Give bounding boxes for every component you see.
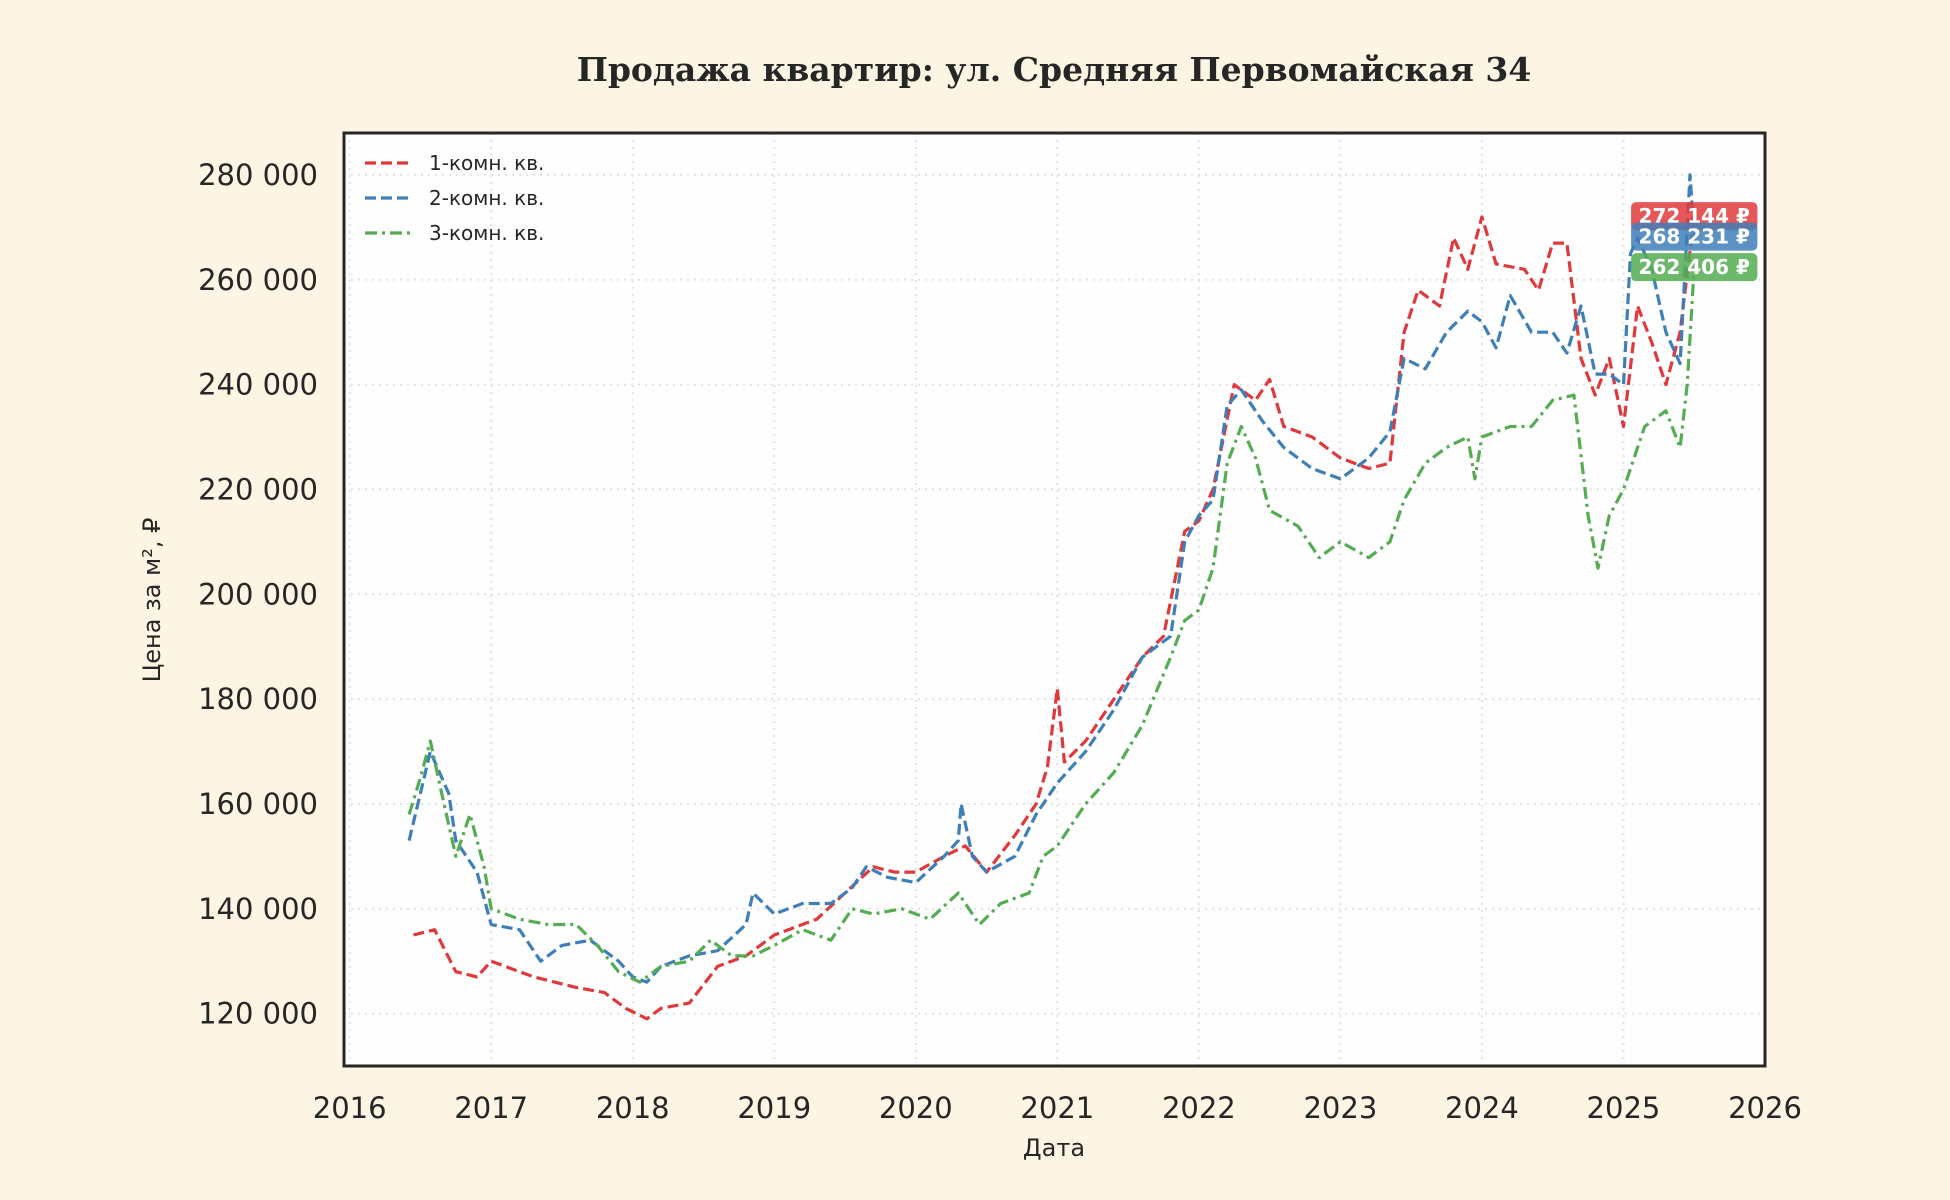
legend-label: 1-комн. кв.	[429, 151, 544, 175]
x-tick-label: 2019	[737, 1091, 811, 1125]
series-line	[407, 267, 1696, 984]
y-tick-label: 280 000	[198, 158, 318, 192]
legend-label: 3-комн. кв.	[429, 221, 544, 245]
x-tick-label: 2026	[1728, 1091, 1802, 1125]
legend: 1-комн. кв. 2-комн. кв. 3-комн. кв.	[365, 151, 544, 245]
x-tick-label: 2025	[1587, 1091, 1661, 1125]
plot-frame	[342, 131, 1767, 1068]
last-value-badge	[1631, 253, 1758, 282]
last-value-badge	[1631, 222, 1758, 251]
x-tick-label: 2020	[879, 1091, 953, 1125]
x-tick-label: 2022	[1162, 1091, 1236, 1125]
y-tick-label: 260 000	[198, 263, 318, 297]
series-lines	[407, 173, 1696, 1021]
y-tick-label: 140 000	[198, 892, 318, 926]
plot-area	[344, 133, 1765, 1066]
y-axis-ticks: 120 000 140 000 160 000 180 000 200 000 220 0…	[198, 158, 318, 1031]
series-line	[407, 173, 1696, 984]
y-tick-label: 220 000	[198, 472, 318, 506]
last-value-label: 262 406 ₽	[1639, 255, 1750, 279]
y-tick-label: 120 000	[198, 997, 318, 1031]
y-axis-label: Цена за м², ₽	[138, 518, 166, 683]
y-tick-label: 240 000	[198, 368, 318, 402]
series-line	[413, 215, 1696, 1021]
y-tick-label: 160 000	[198, 787, 318, 821]
y-tick-label: 200 000	[198, 577, 318, 611]
last-value-badges: 272 144 ₽268 231 ₽262 406 ₽	[1631, 202, 1758, 282]
x-tick-label: 2021	[1020, 1091, 1094, 1125]
x-axis-label: Дата	[1023, 1134, 1085, 1162]
legend-label: 2-комн. кв.	[429, 186, 544, 210]
x-tick-label: 2018	[596, 1091, 670, 1125]
last-value-label: 268 231 ₽	[1639, 225, 1750, 249]
x-tick-label: 2016	[313, 1091, 387, 1125]
x-tick-label: 2024	[1445, 1091, 1519, 1125]
chart-title: Продажа квартир: ул. Средняя Первомайска…	[577, 50, 1532, 89]
x-axis-ticks: 2016 2017 2018 2019 2020 2021 2022 2023 2024 2025…	[313, 1091, 1802, 1125]
y-tick-label: 180 000	[198, 682, 318, 716]
x-tick-label: 2023	[1303, 1091, 1377, 1125]
x-tick-label: 2017	[454, 1091, 528, 1125]
